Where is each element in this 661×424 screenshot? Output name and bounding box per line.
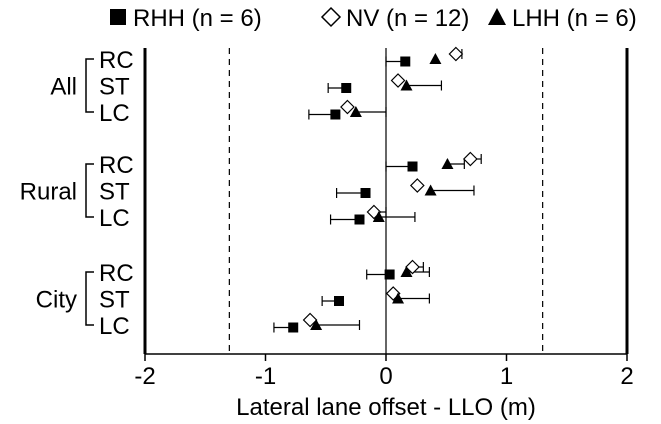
legend-label: RHH (n = 6) — [133, 5, 262, 32]
data-point-triangle-filled — [400, 266, 413, 277]
group-label: All — [50, 74, 77, 101]
data-point-triangle-filled — [392, 292, 405, 304]
markers — [288, 46, 478, 333]
legend-square-icon — [110, 9, 126, 25]
data-point-triangle-filled — [424, 184, 437, 196]
row-label: LC — [99, 205, 130, 232]
x-tick-label: 1 — [500, 363, 513, 390]
error-bars — [273, 49, 482, 333]
x-tick-label: 2 — [620, 363, 633, 390]
row-label: ST — [99, 74, 130, 101]
data-point-diamond-open — [405, 259, 420, 275]
row-label: RC — [99, 152, 134, 179]
x-tick-label: -2 — [134, 363, 155, 390]
data-point-triangle-filled — [429, 53, 442, 64]
group-bracket — [85, 271, 94, 326]
data-point-triangle-filled — [400, 79, 413, 91]
data-point-triangle-filled — [441, 158, 454, 169]
row-label: RC — [99, 260, 134, 287]
data-point-diamond-open — [409, 178, 425, 193]
x-tick-label: 0 — [379, 363, 392, 390]
row-label: RC — [99, 47, 134, 74]
data-point-square-filled — [334, 296, 345, 306]
legend: RHH (n = 6) NV (n = 12) LHH (n = 6) — [110, 5, 637, 32]
x-axis-label: Lateral lane offset - LLO (m) — [236, 394, 536, 421]
data-point-diamond-open — [463, 151, 478, 167]
group-label: Rural — [20, 179, 77, 206]
axes: -2 -1 0 1 2 — [134, 48, 634, 390]
data-point-triangle-filled — [310, 319, 323, 330]
data-point-diamond-open — [448, 46, 464, 62]
reference-lines — [228, 48, 544, 354]
group-bracket — [85, 163, 94, 218]
data-point-diamond-open — [302, 312, 318, 328]
group-bracket — [85, 58, 94, 113]
data-point-square-filled — [384, 269, 395, 280]
data-point-triangle-filled — [372, 211, 385, 222]
row-label: LC — [99, 100, 130, 127]
data-point-square-filled — [288, 322, 299, 333]
x-tick-label: -1 — [255, 363, 276, 390]
data-point-square-filled — [354, 214, 365, 225]
data-point-triangle-filled — [349, 106, 362, 117]
data-point-square-filled — [400, 56, 411, 67]
legend-triangle-icon — [488, 8, 506, 25]
data-point-square-filled — [407, 161, 418, 172]
group-label: City — [36, 287, 77, 314]
data-point-square-filled — [330, 109, 341, 120]
data-point-square-filled — [360, 188, 371, 198]
data-point-diamond-open — [340, 99, 355, 115]
row-label: ST — [99, 179, 130, 206]
row-label: LC — [99, 313, 130, 340]
data-point-square-filled — [341, 83, 352, 93]
data-point-diamond-open — [390, 73, 406, 88]
legend-label: NV (n = 12) — [346, 5, 469, 32]
legend-diamond-icon — [320, 6, 342, 28]
row-label: ST — [99, 287, 130, 314]
legend-label: LHH (n = 6) — [512, 5, 637, 32]
